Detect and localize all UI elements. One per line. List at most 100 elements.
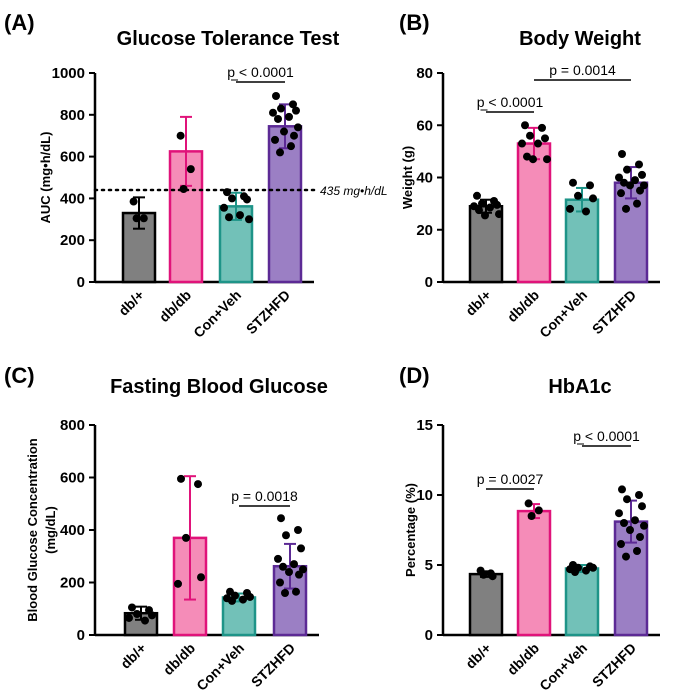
panel-d-data-point-1-0 bbox=[524, 499, 533, 508]
panel-d-y-tick-label: 5 bbox=[425, 557, 433, 574]
panel-a-data-point-3-2 bbox=[277, 104, 285, 113]
panel-c-data-point-3-10 bbox=[276, 578, 284, 587]
panel-a-data-point-3-7 bbox=[294, 123, 302, 132]
panel-a-data-point-3-1 bbox=[289, 100, 297, 109]
panel-a-y-axis-label: AUC (mg•h/dL) bbox=[38, 132, 53, 224]
panel-c-data-point-3-1 bbox=[294, 526, 302, 534]
panel-b-data-point-0-8 bbox=[481, 211, 489, 220]
panel-b-y-tick-label: 40 bbox=[416, 170, 433, 187]
panel-a-significance-label-0: p < 0.0001 bbox=[227, 64, 294, 80]
panel-c-y-tick-label: 200 bbox=[60, 575, 85, 592]
panel-c-data-point-1-4 bbox=[174, 579, 182, 588]
panel-d-data-point-3-1 bbox=[635, 491, 643, 499]
panel-b-data-point-3-12 bbox=[622, 204, 630, 213]
panel-b-data-point-2-4 bbox=[566, 204, 574, 213]
panel-d-data-point-2-5 bbox=[582, 566, 590, 575]
panel-b-significance-label-1: p = 0.0014 bbox=[549, 62, 616, 78]
panel-d-y-tick-label: 15 bbox=[416, 417, 433, 434]
panel-b-data-point-0-2 bbox=[478, 199, 486, 208]
panel-b-category-label-3: STZHFD bbox=[589, 287, 639, 337]
panel-d-data-point-3-7 bbox=[640, 521, 648, 530]
panel-b-y-tick-label: 20 bbox=[416, 222, 433, 239]
panel-d-data-point-3-2 bbox=[623, 495, 631, 504]
panel-b-significance-label-0: p < 0.0001 bbox=[477, 94, 544, 110]
panel-b-bar-1 bbox=[516, 142, 552, 284]
panel-a-category-label-0: db/+ bbox=[115, 287, 147, 319]
panel-d-category-label-2: Con+Veh bbox=[536, 640, 590, 694]
panel-d-category-label-3: STZHFD bbox=[589, 640, 639, 690]
panel-b-data-point-1-1 bbox=[538, 123, 546, 132]
panel-a-category-label-2: Con+Veh bbox=[190, 287, 244, 341]
panel-a-y-tick-label: 1000 bbox=[52, 65, 85, 82]
panel-b-data-point-3-4 bbox=[615, 173, 623, 182]
panel-a-data-point-3-6 bbox=[274, 114, 282, 123]
panel-c-category-label-3: STZHFD bbox=[248, 640, 298, 690]
panel-b-data-point-2-1 bbox=[586, 181, 594, 190]
panel-d-data-point-3-9 bbox=[636, 533, 644, 541]
panel-d-data-point-1-1 bbox=[534, 506, 543, 515]
panel-d-data-point-3-6 bbox=[620, 519, 628, 527]
panel-b-data-point-2-2 bbox=[574, 191, 582, 200]
panel-b-data-point-3-5 bbox=[631, 176, 639, 185]
panel-c-data-point-1-3 bbox=[197, 573, 205, 582]
panel-b-data-point-2-5 bbox=[582, 207, 590, 216]
panel-a-data-point-2-7 bbox=[245, 215, 253, 224]
panel-c-y-axis-label-line1: Blood Glucose Concentration bbox=[25, 438, 40, 622]
panel-b-category-label-0: db/+ bbox=[462, 287, 494, 319]
panel-a-letter: (A) bbox=[4, 10, 35, 35]
panel-c-significance-label-0: p = 0.0018 bbox=[231, 488, 298, 504]
panel-c-y-axis-label-line2: (mg/dL) bbox=[43, 506, 58, 554]
panel-c-data-point-3-2 bbox=[282, 531, 290, 540]
panel-b-data-point-3-9 bbox=[636, 186, 644, 195]
panel-d-y-axis-label: Percentage (%) bbox=[403, 483, 418, 577]
panel-d-letter: (D) bbox=[399, 363, 430, 388]
panel-b-y-tick-label: 80 bbox=[416, 65, 433, 82]
panel-b-y-tick-label: 60 bbox=[416, 117, 433, 134]
panel-c-data-point-3-9 bbox=[295, 570, 303, 579]
panel-a-data-point-0-0 bbox=[129, 197, 138, 206]
panel-d-significance-label-1: p < 0.0001 bbox=[573, 428, 640, 444]
panel-a-title: Glucose Tolerance Test bbox=[117, 28, 340, 50]
panel-c-letter: (C) bbox=[4, 363, 35, 388]
panel-b-data-point-2-3 bbox=[589, 194, 597, 203]
panel-c-data-point-0-5 bbox=[141, 616, 149, 625]
panel-d-bar-0 bbox=[468, 572, 504, 637]
panel-c-data-point-2-3 bbox=[246, 592, 254, 601]
panel-d-category-label-1: db/db bbox=[504, 640, 542, 678]
panel-a-data-point-2-6 bbox=[225, 213, 233, 222]
panel-b-data-point-1-3 bbox=[541, 134, 549, 143]
panel-a-data-point-3-12 bbox=[276, 148, 284, 157]
panel-a-data-point-3-4 bbox=[269, 108, 277, 117]
panel-a-data-point-2-5 bbox=[236, 211, 244, 220]
panel-c-data-point-3-6 bbox=[279, 562, 287, 571]
panel-a-data-point-2-2 bbox=[228, 194, 236, 203]
panel-b-data-point-0-0 bbox=[473, 191, 481, 200]
panel-c-data-point-0-2 bbox=[133, 610, 141, 618]
panel-c-category-label-1: db/db bbox=[160, 640, 198, 678]
panel-d-data-point-3-8 bbox=[626, 526, 634, 534]
panel-b-data-point-3-8 bbox=[626, 181, 634, 190]
panel-b-data-point-3-3 bbox=[638, 170, 646, 179]
panel-d-bar-2 bbox=[564, 567, 600, 637]
panel-a-data-point-3-9 bbox=[290, 131, 298, 140]
panel-b-category-label-2: Con+Veh bbox=[536, 287, 590, 341]
panel-c-data-point-3-0 bbox=[277, 514, 285, 523]
panel-c-y-tick-label: 800 bbox=[60, 417, 85, 434]
panel-b-data-point-1-7 bbox=[543, 155, 551, 164]
panel-a-data-point-1-1 bbox=[186, 165, 195, 174]
panel-c-data-point-3-11 bbox=[292, 587, 300, 596]
panel-a-y-tick-label: 0 bbox=[77, 274, 85, 291]
panel-b-data-point-1-8 bbox=[529, 155, 537, 164]
panel-d-y-tick-label: 0 bbox=[425, 627, 433, 644]
panel-b-data-point-1-5 bbox=[534, 139, 542, 148]
panel-a-data-point-0-1 bbox=[139, 214, 148, 223]
panel-d-data-point-3-11 bbox=[633, 547, 641, 555]
panel-c-category-label-2: Con+Veh bbox=[193, 640, 247, 694]
panel-d-category-label-0: db/+ bbox=[462, 640, 494, 672]
panel-b-letter: (B) bbox=[399, 10, 430, 35]
panel-d-data-point-3-10 bbox=[617, 540, 625, 548]
panel-a-data-point-3-0 bbox=[272, 91, 280, 100]
panel-d-bar-1 bbox=[516, 509, 552, 637]
panel-c-data-point-0-3 bbox=[148, 611, 156, 620]
panel-b-category-label-1: db/db bbox=[504, 287, 542, 325]
